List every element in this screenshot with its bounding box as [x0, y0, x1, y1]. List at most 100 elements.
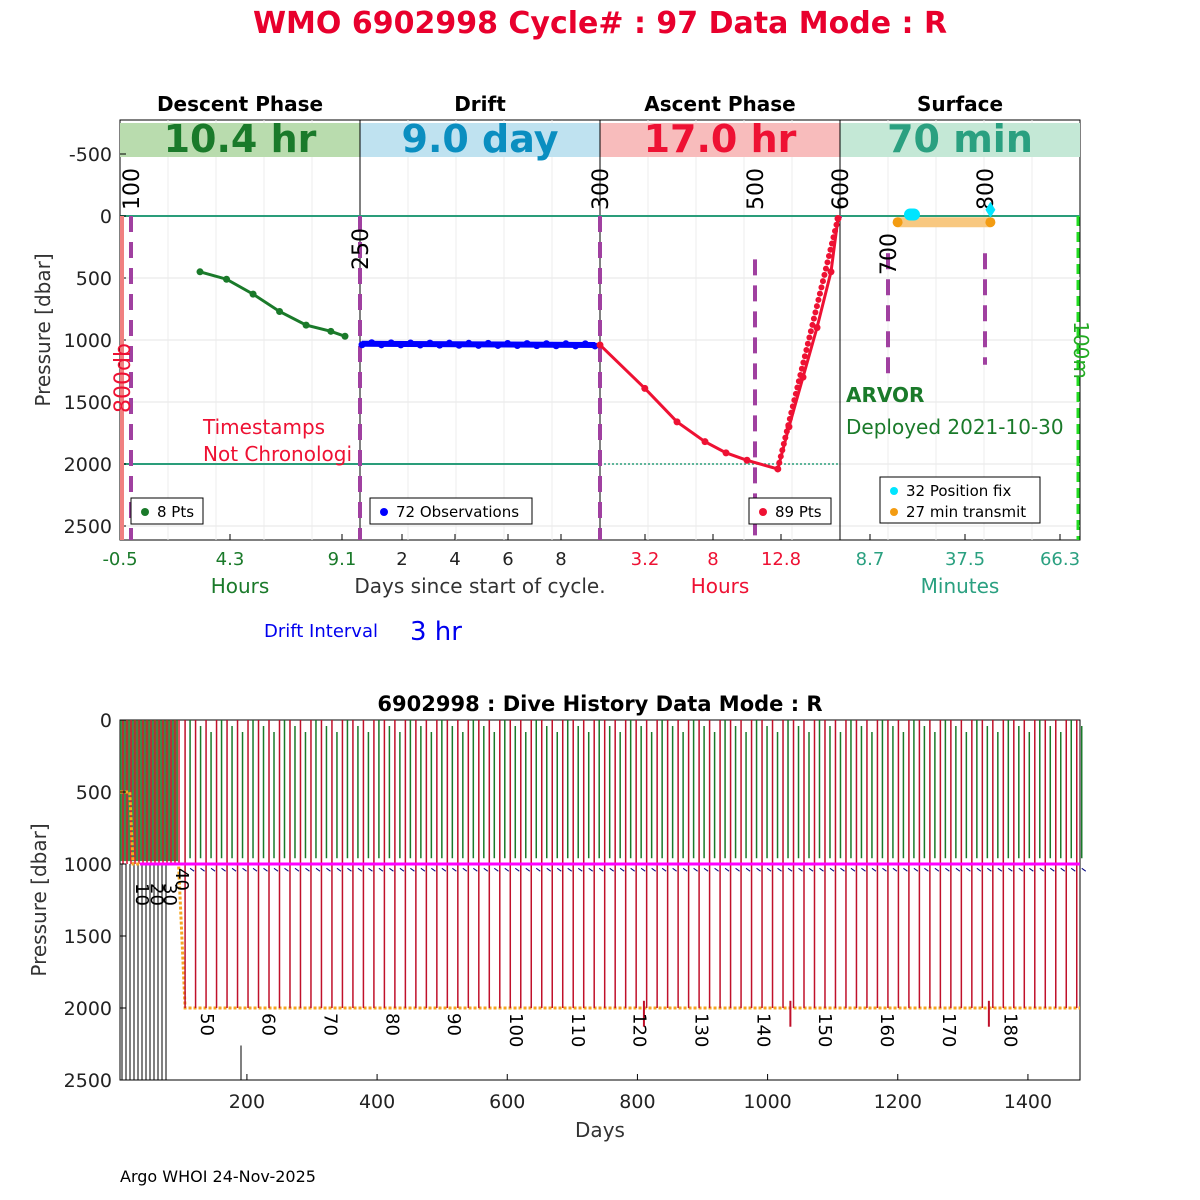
- legend-marker: [890, 487, 898, 495]
- cycle-drift-tick: [252, 867, 258, 872]
- phase-band-ascent: [600, 123, 840, 157]
- drift-point: [455, 341, 463, 349]
- cycle-drift-tick: [735, 867, 740, 872]
- cycle-drift-tick: [598, 867, 604, 872]
- ascent-point: [786, 415, 793, 422]
- cycle-label: 90: [443, 1013, 464, 1036]
- cycle-drift-tick: [724, 867, 730, 872]
- y-tick-label: 1000: [64, 330, 112, 352]
- page-title: WMO 6902998 Cycle# : 97 Data Mode : R: [253, 6, 947, 41]
- history-x-tick-label: 600: [489, 1091, 525, 1113]
- cycle-drift-tick: [1070, 867, 1076, 872]
- phase-duration-descent: 10.4 hr: [164, 117, 317, 161]
- ascent-point: [794, 384, 801, 391]
- cycle-drift-tick: [798, 867, 803, 872]
- cycle-drift-tick: [1039, 867, 1045, 872]
- drift-interval-value: 3 hr: [410, 617, 462, 647]
- ascent-point: [809, 321, 816, 328]
- legend-entry: 32 Position fix: [906, 482, 1011, 500]
- phase-band-drift: [360, 123, 600, 157]
- y-tick-label: 2500: [64, 516, 112, 538]
- cycle-drift-tick: [399, 867, 405, 872]
- cycle-drift-tick: [525, 867, 531, 872]
- history-x-tick-label: 200: [229, 1091, 265, 1113]
- cycle-label: 120: [629, 1013, 650, 1047]
- drift-point: [513, 342, 521, 350]
- drift-point: [494, 341, 502, 349]
- x-tick-label-surface: 66.3: [1040, 549, 1080, 570]
- cycle-drift-tick: [850, 867, 856, 872]
- history-x-axis-label: Days: [575, 1118, 625, 1142]
- drift-point: [504, 339, 512, 347]
- history-y-tick-label: 0: [100, 710, 112, 732]
- ascent-point: [743, 456, 751, 464]
- cycle-drift-tick: [368, 867, 373, 872]
- cycle-label: 70: [320, 1013, 341, 1036]
- cycle-drift-tick: [682, 867, 688, 872]
- cycle-drift-tick: [987, 867, 992, 872]
- marker-label: 600: [829, 168, 854, 210]
- cycle-drift-tick: [535, 867, 541, 872]
- ascent-point: [819, 278, 826, 285]
- cycle-drift-tick: [882, 867, 887, 872]
- history-title: 6902998 : Dive History Data Mode : R: [377, 692, 822, 716]
- cycle-drift-tick: [1008, 867, 1013, 872]
- cycle-drift-tick: [483, 867, 489, 872]
- cycle-drift-tick: [766, 867, 772, 872]
- phase-band-descent: [120, 123, 360, 157]
- cycle-drift-tick: [1018, 867, 1024, 872]
- phase-name-ascent: Ascent Phase: [644, 92, 795, 116]
- ascent-point: [806, 334, 813, 341]
- descent-point: [223, 275, 231, 283]
- ascent-point: [835, 215, 841, 222]
- cycle-drift-tick: [619, 867, 625, 872]
- cycle-label: 10: [131, 883, 152, 906]
- cycle-drift-tick: [1081, 867, 1087, 872]
- drift-point: [572, 342, 580, 350]
- cycle-drift-tick: [357, 867, 363, 872]
- drift-point: [407, 339, 415, 347]
- ascent-point: [827, 246, 834, 253]
- drift-point: [484, 339, 492, 347]
- ascent-point: [816, 290, 823, 297]
- cycle-drift-tick: [200, 867, 205, 872]
- ascent-point: [830, 234, 837, 241]
- cycle-drift-tick: [630, 867, 635, 872]
- x-tick-label-surface: 37.5: [945, 549, 985, 570]
- cycle-label: 130: [690, 1013, 711, 1047]
- drift-point: [397, 341, 405, 349]
- drift-point: [445, 339, 453, 347]
- history-x-tick-label: 1400: [1004, 1091, 1052, 1113]
- cycle-label: 150: [814, 1013, 835, 1047]
- ascent-point: [804, 340, 811, 347]
- drift-point: [426, 339, 434, 347]
- cycle-drift-tick: [997, 867, 1003, 872]
- drift-point: [416, 341, 424, 349]
- cycle-drift-tick: [389, 867, 394, 872]
- x-tick-label-descent: -0.5: [102, 549, 137, 570]
- cycle-label: 30: [159, 883, 180, 906]
- cycle-label: 40: [171, 868, 192, 891]
- drift-point: [523, 340, 531, 348]
- cycle-drift-tick: [189, 867, 195, 872]
- ascent-point: [821, 271, 828, 278]
- cycle-drift-tick: [1049, 867, 1055, 872]
- cycle-drift-tick: [777, 867, 782, 872]
- history-x-tick-label: 400: [359, 1091, 395, 1113]
- ascent-point: [827, 268, 835, 276]
- cycle-drift-tick: [955, 867, 961, 872]
- legend-entry: 8 Pts: [157, 503, 194, 521]
- marker-label: 300: [589, 168, 614, 210]
- marker-label: 250: [349, 228, 374, 270]
- ascent-point: [673, 418, 681, 426]
- cycle-label: 110: [567, 1013, 588, 1047]
- cycle-label: 160: [876, 1013, 897, 1047]
- cycle-drift-tick: [242, 867, 247, 872]
- cycle-label: 140: [752, 1013, 773, 1047]
- descent-point: [249, 290, 257, 298]
- cycle-drift-tick: [640, 867, 646, 872]
- legend-marker: [759, 508, 767, 516]
- ascent-point: [783, 428, 790, 435]
- phase-name-drift: Drift: [454, 92, 506, 116]
